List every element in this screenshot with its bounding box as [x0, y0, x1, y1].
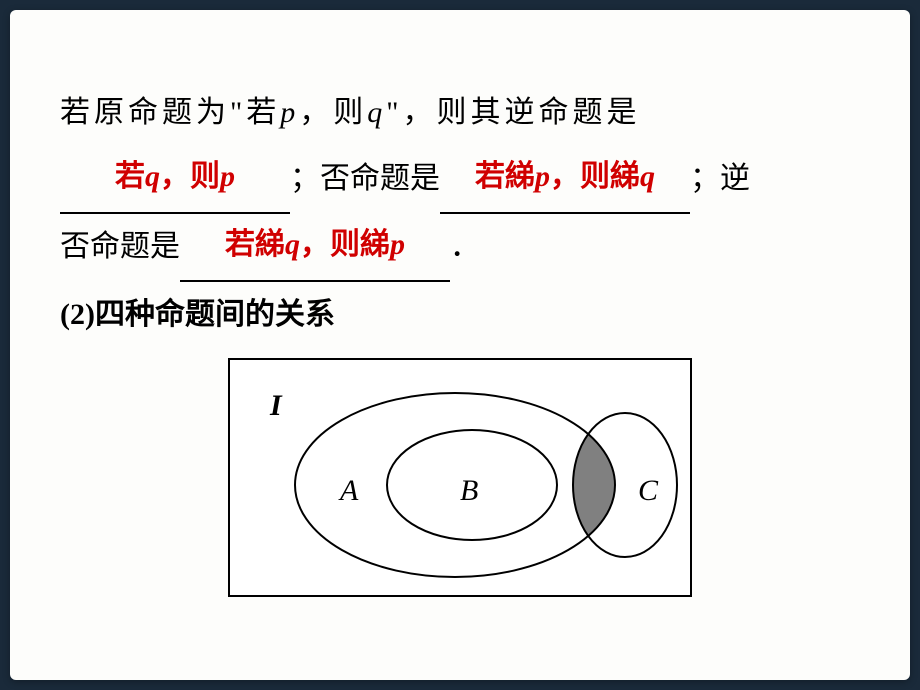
line-3: 否命题是 若綈q，则綈p ． [60, 214, 860, 282]
var-q: q [367, 96, 386, 129]
text-fragment: ；否命题是 [290, 162, 440, 195]
blank-1: 若q，则p [60, 146, 290, 214]
text-fragment: ，则綈 [550, 160, 640, 193]
ans-var: p [220, 160, 235, 193]
diagram-wrap: I A B C [60, 358, 860, 602]
var-p: p [280, 96, 299, 129]
text-fragment: ，则 [160, 160, 220, 193]
text-fragment: 若原命题为"若 [60, 96, 280, 129]
text-fragment: 若綈 [475, 160, 535, 193]
label-B: B [460, 474, 478, 507]
text-fragment: 若 [115, 160, 145, 193]
ans-var: q [145, 160, 160, 193]
answer-2: 若綈p，则綈q [475, 144, 655, 210]
text-fragment: ；逆 [690, 162, 750, 195]
slide-page: 若原命题为"若p，则q"，则其逆命题是 若q，则p ；否命题是 若綈p，则綈q … [10, 10, 910, 680]
venn-diagram: I A B C [228, 358, 692, 597]
text-fragment: "，则其逆命题是 [386, 96, 640, 129]
text-fragment: 否命题是 [60, 230, 180, 263]
answer-1: 若q，则p [115, 144, 235, 210]
text-fragment: 若綈 [225, 228, 285, 261]
text-fragment: ． [450, 230, 480, 263]
label-C: C [638, 474, 659, 507]
section-2-text: 四种命题间的关系 [95, 298, 335, 331]
section-2-label: (2) [60, 298, 95, 331]
text-fragment: ，则綈 [300, 228, 390, 261]
answer-3: 若綈q，则綈p [225, 212, 405, 278]
label-I: I [269, 389, 283, 422]
text-fragment: ，则 [299, 96, 367, 129]
ans-var: q [640, 160, 655, 193]
ans-var: p [390, 228, 405, 261]
blank-3: 若綈q，则綈p [180, 214, 450, 282]
blank-2: 若綈p，则綈q [440, 146, 690, 214]
line-4: (2)四种命题间的关系 [60, 282, 860, 348]
ans-var: q [285, 228, 300, 261]
line-1: 若原命题为"若p，则q"，则其逆命题是 [60, 80, 860, 146]
venn-svg: I A B C [230, 360, 690, 595]
label-A: A [338, 474, 359, 507]
ans-var: p [535, 160, 550, 193]
line-2: 若q，则p ；否命题是 若綈p，则綈q ；逆 [60, 146, 860, 214]
main-text: 若原命题为"若p，则q"，则其逆命题是 若q，则p ；否命题是 若綈p，则綈q … [60, 80, 860, 348]
